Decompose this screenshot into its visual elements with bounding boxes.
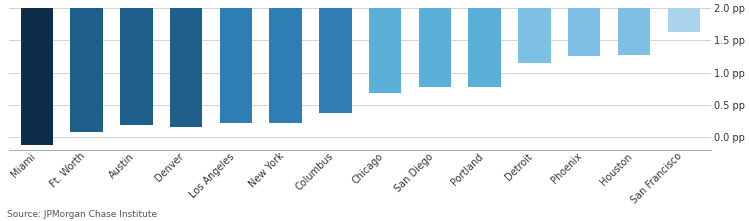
Bar (618, 8, 650, 55)
Text: Source: JPMorgan Chase Institute: Source: JPMorgan Chase Institute (7, 210, 157, 219)
Bar (369, 8, 401, 93)
Bar (667, 8, 700, 32)
Bar (518, 8, 551, 63)
Bar (120, 8, 153, 125)
Bar (319, 8, 351, 112)
Bar (419, 8, 451, 87)
Bar (468, 8, 501, 87)
Bar (219, 8, 252, 123)
Bar (568, 8, 601, 56)
Bar (270, 8, 302, 123)
Bar (70, 8, 103, 132)
Bar (21, 8, 53, 145)
Bar (170, 8, 202, 127)
